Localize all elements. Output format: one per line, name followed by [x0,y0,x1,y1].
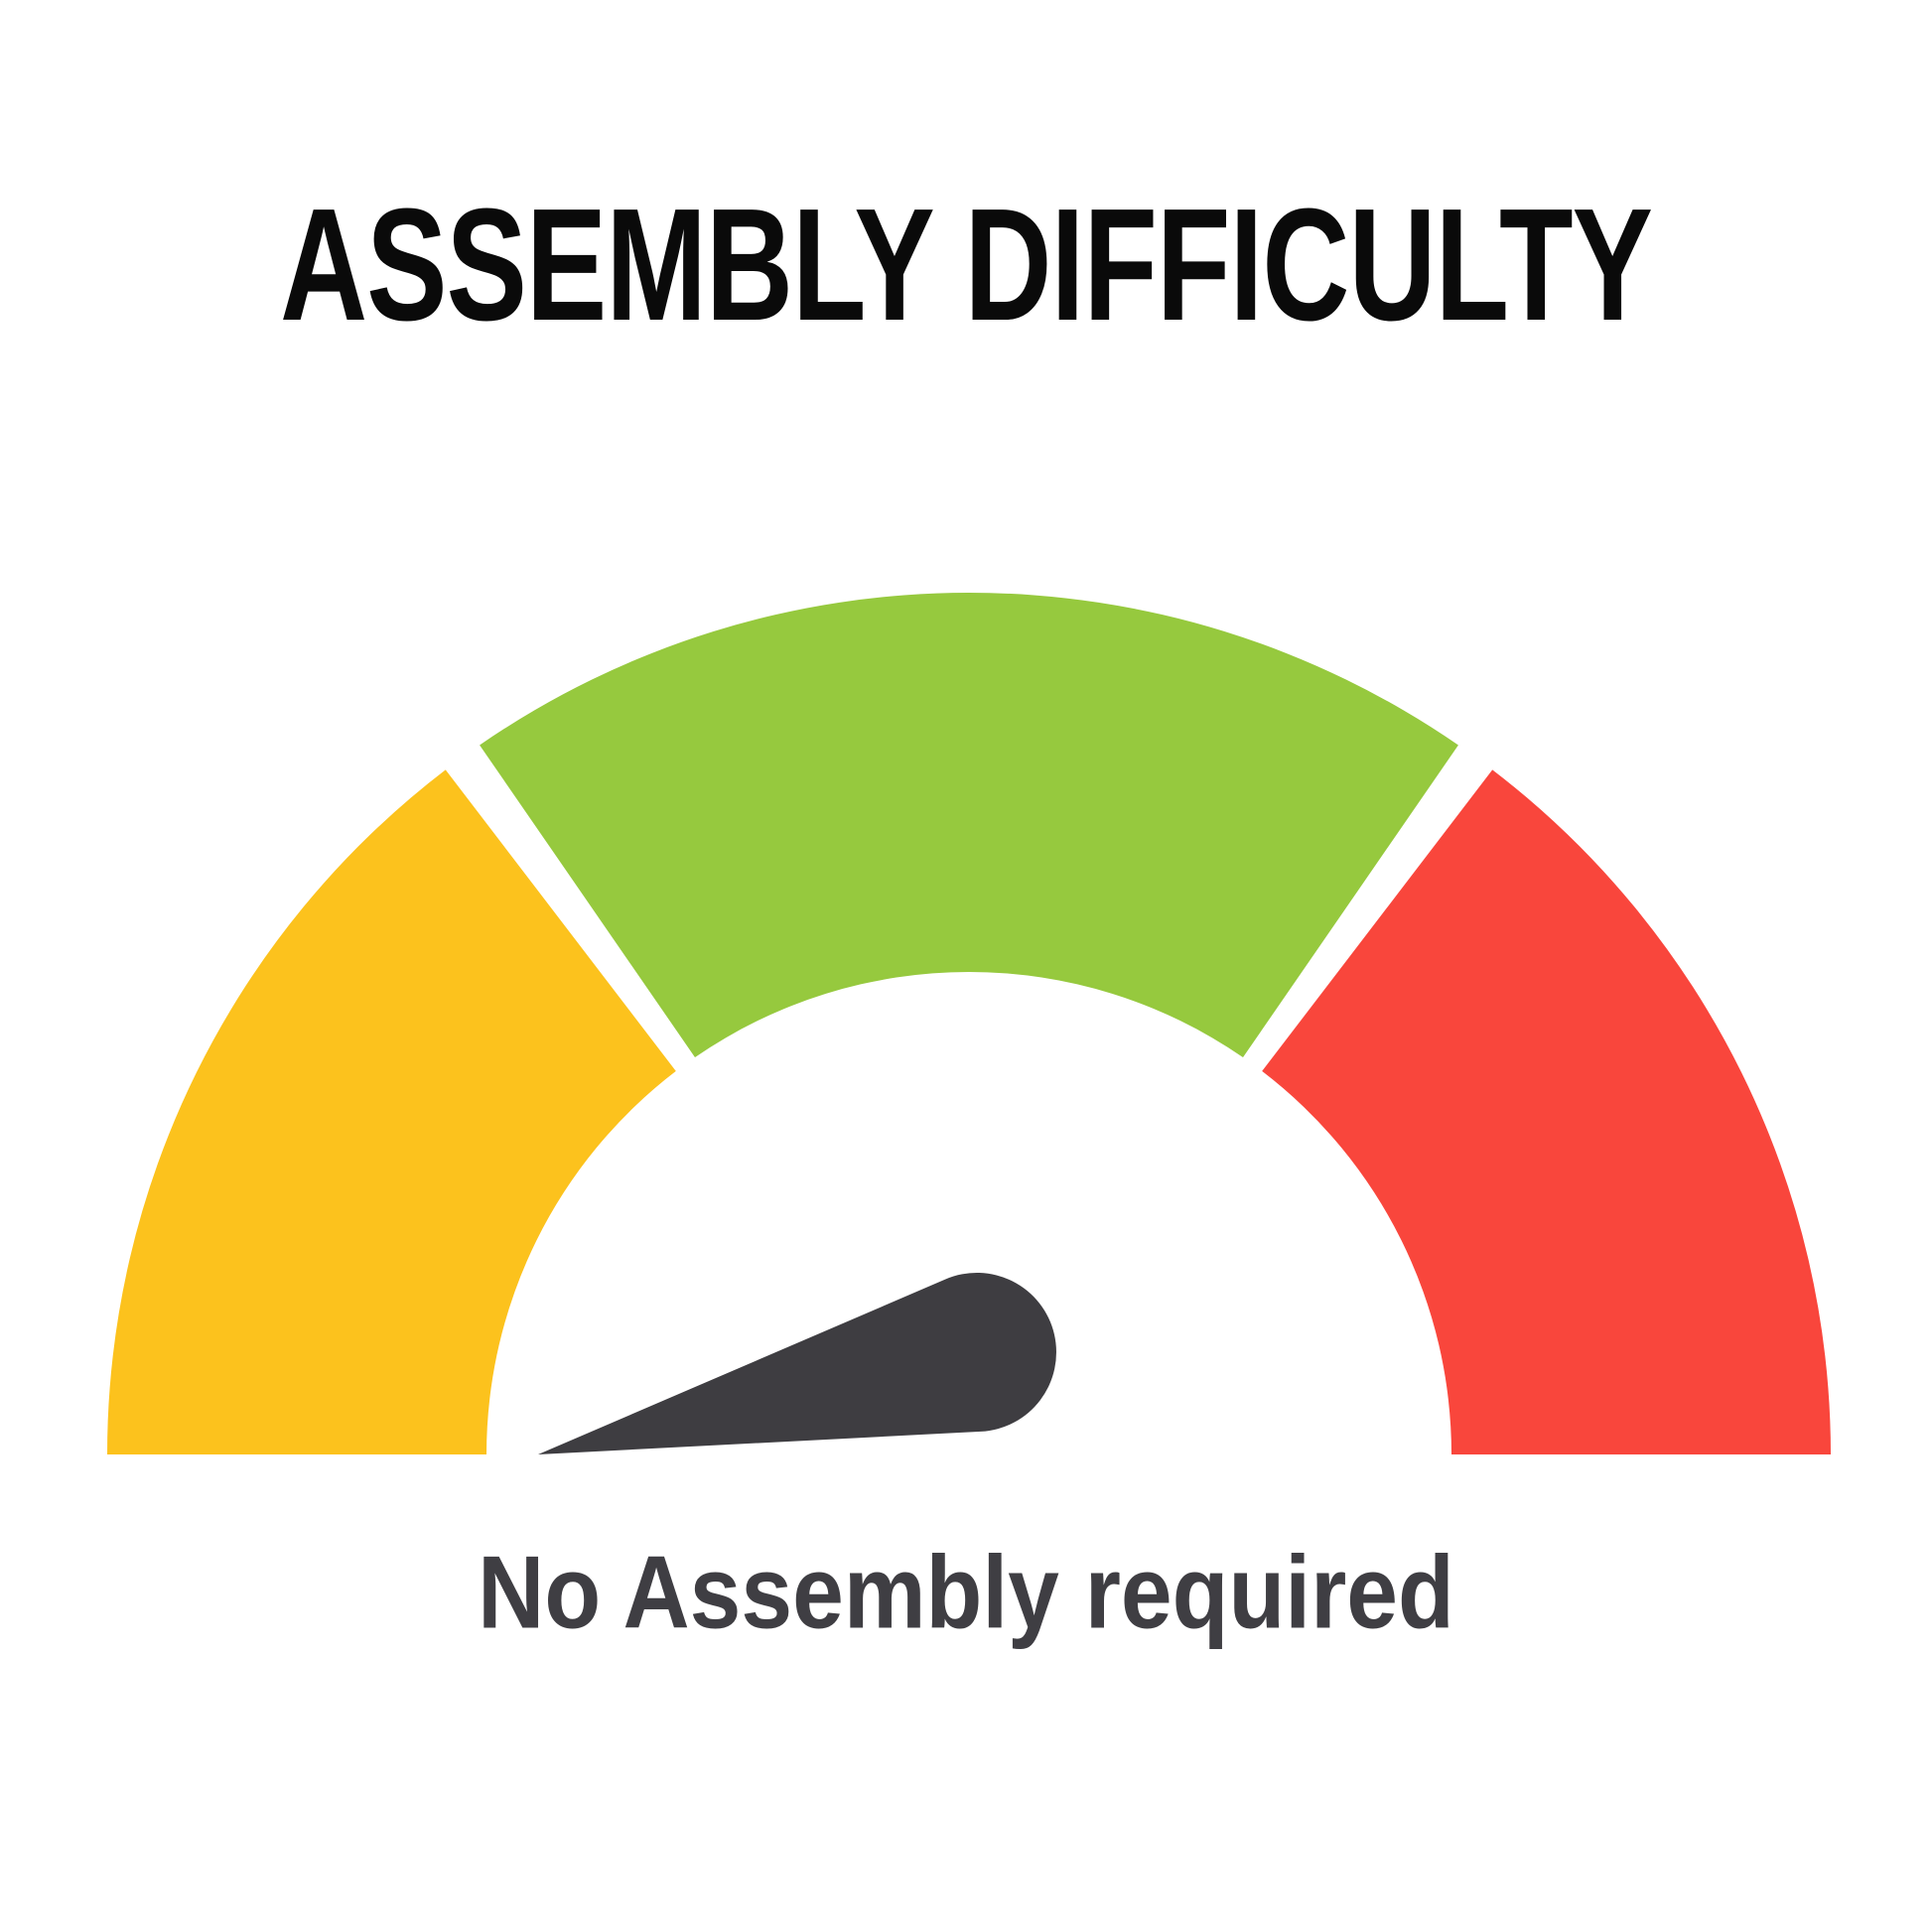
gauge-segment-yellow-low [107,769,676,1454]
gauge-segments [107,592,1831,1454]
gauge-segment-green-medium [480,592,1458,1057]
gauge-needle [538,1273,1056,1454]
gauge-value-caption: No Assembly required [478,1534,1454,1650]
gauge-segment-red-high [1262,769,1831,1454]
page-title: ASSEMBLY DIFFICULTY [280,175,1653,354]
